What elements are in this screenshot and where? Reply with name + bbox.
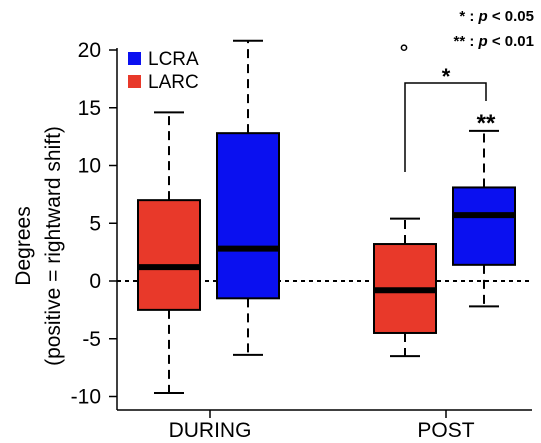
y-axis-ticks: -10 -5 0 5 10 15 20: [71, 39, 117, 409]
legend-swatch-lcra: [128, 52, 141, 65]
x-tick-label: POST: [417, 419, 474, 442]
box-lcra-during: [216, 39, 280, 356]
box-larc-post: [373, 217, 437, 358]
y-axis-label-line2: (positive = rightward shift): [42, 126, 65, 366]
box-body: [216, 132, 280, 300]
y-tick-label: 20: [78, 39, 101, 62]
legend: LCRA LARC: [128, 49, 199, 93]
sig-legend-line-2: ** : p < 0.01: [454, 33, 534, 50]
sig2-p: p: [478, 33, 488, 50]
box-lcra-post: [400, 44, 516, 308]
significance-bracket: [404, 82, 487, 172]
x-axis-ticks: DURING POST: [169, 410, 475, 442]
outlier-point: [400, 44, 408, 52]
y-tick-label: 10: [78, 155, 101, 178]
sig1-p: p: [478, 8, 488, 25]
sig1-stars: * :: [459, 8, 478, 25]
significance-legend: * : p < 0.05 ** : p < 0.01: [454, 8, 534, 50]
legend-label-lcra: LCRA: [148, 49, 199, 70]
box-body: [452, 186, 516, 266]
sig2-rest: < 0.01: [488, 33, 534, 50]
y-axis-label-line1: Degrees: [12, 206, 35, 285]
y-tick-label: -10: [71, 386, 101, 409]
box-larc-during: [137, 111, 201, 395]
sig1-rest: < 0.05: [488, 8, 534, 25]
y-tick-label: 15: [78, 97, 101, 120]
y-tick-label: 0: [89, 270, 101, 293]
bracket-star: *: [442, 64, 451, 89]
box-star: **: [477, 110, 496, 137]
y-tick-label: 5: [89, 212, 101, 235]
legend-label-larc: LARC: [148, 72, 199, 93]
boxes-group: [137, 39, 516, 395]
box-body: [137, 199, 201, 311]
x-tick-label: DURING: [169, 419, 252, 442]
sig2-stars: ** :: [454, 33, 479, 50]
sig-legend-line-1: * : p < 0.05: [459, 8, 534, 25]
legend-swatch-larc: [128, 75, 141, 88]
y-tick-label: -5: [82, 328, 101, 351]
